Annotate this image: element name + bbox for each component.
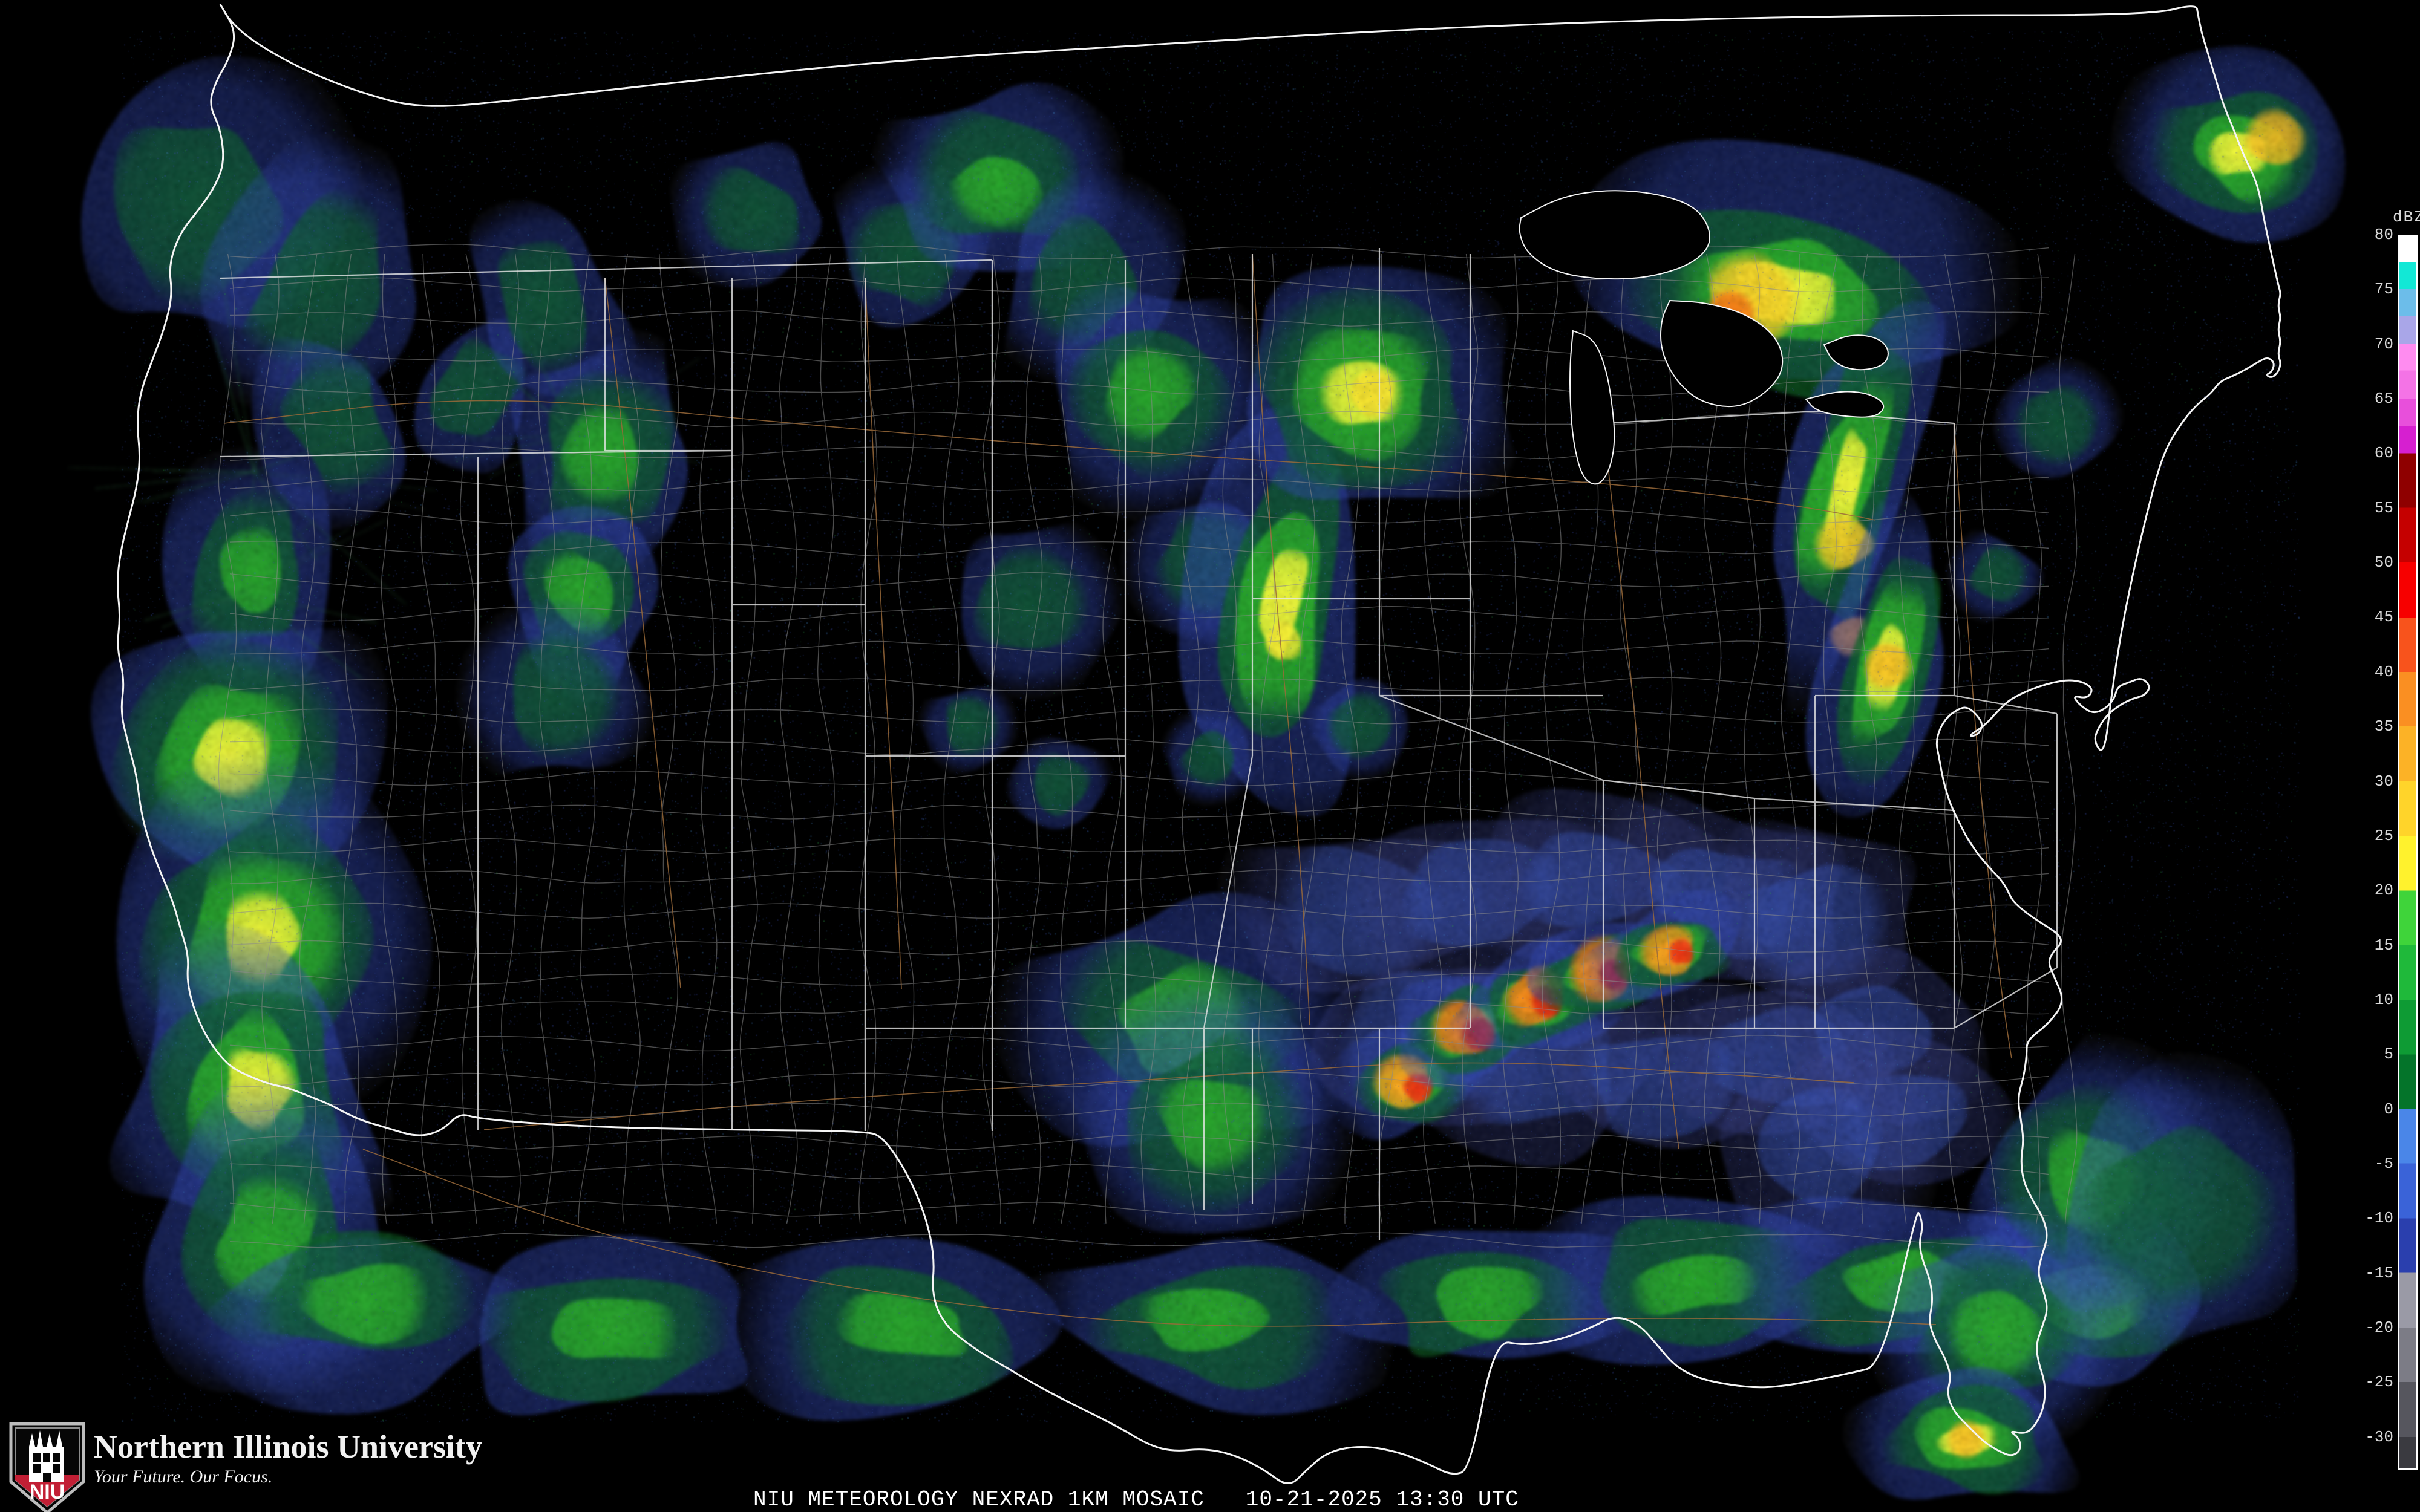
svg-text:NIU: NIU (30, 1481, 65, 1504)
